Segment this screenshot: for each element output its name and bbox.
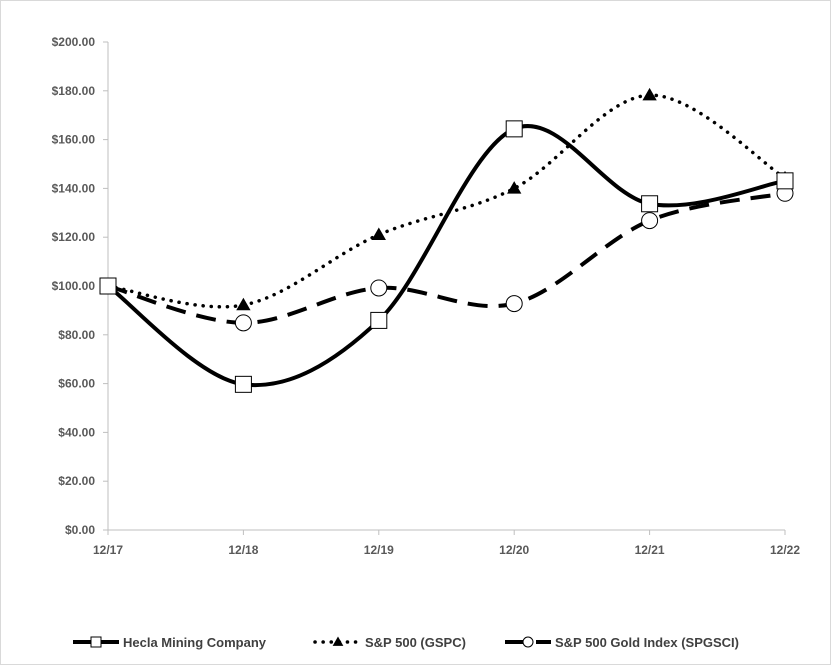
y-tick-label: $100.00 (52, 279, 96, 293)
y-tick-label: $60.00 (58, 377, 95, 391)
y-tick-label: $160.00 (52, 133, 96, 147)
triangle-marker (507, 181, 522, 194)
y-tick-label: $20.00 (58, 474, 95, 488)
legend: Hecla Mining Company S&P 500 (GSPC) S&P 50… (73, 635, 739, 650)
circle-marker (370, 279, 388, 297)
series-line-2 (107, 191, 786, 325)
x-tick-label: 12/20 (499, 543, 529, 557)
triangle-marker (371, 227, 386, 240)
legend-label: Hecla Mining Company (123, 635, 267, 650)
circle-marker (522, 636, 534, 648)
series-group (99, 87, 794, 393)
y-tick-label: $200.00 (52, 35, 96, 49)
x-tick-label: 12/18 (228, 543, 258, 557)
square-marker (234, 375, 252, 393)
x-tick-label: 12/21 (635, 543, 665, 557)
y-tick-labels: $0.00 $20.00 $40.00 $60.00 $80.00 $100.00 $120… (52, 35, 108, 537)
x-tick-label: 12/17 (93, 543, 123, 557)
series-line-0 (106, 124, 786, 388)
legend-label: S&P 500 (GSPC) (365, 635, 466, 650)
y-tick-label: $0.00 (65, 523, 95, 537)
triangle-marker (642, 87, 657, 101)
triangle-marker (332, 636, 344, 646)
y-tick-label: $120.00 (52, 230, 96, 244)
x-tick-labels: 12/17 12/18 12/19 12/20 12/21 12/22 (93, 530, 800, 557)
circle-marker (234, 314, 252, 332)
square-marker (90, 636, 102, 648)
series-line-1 (106, 93, 787, 309)
y-tick-label: $180.00 (52, 84, 96, 98)
y-tick-label: $80.00 (58, 328, 95, 342)
y-tick-label: $140.00 (52, 181, 96, 195)
square-marker (641, 195, 659, 213)
x-tick-label: 12/19 (364, 543, 394, 557)
triangle-marker (236, 297, 251, 311)
square-marker (505, 120, 523, 138)
square-marker (370, 311, 388, 329)
axes (107, 42, 785, 531)
x-tick-label: 12/22 (770, 543, 800, 557)
circle-marker (641, 212, 659, 230)
square-marker (776, 172, 794, 190)
legend-label: S&P 500 Gold Index (SPGSCI) (555, 635, 739, 650)
square-marker (99, 277, 117, 295)
y-tick-label: $40.00 (58, 425, 95, 439)
circle-marker (505, 295, 523, 313)
